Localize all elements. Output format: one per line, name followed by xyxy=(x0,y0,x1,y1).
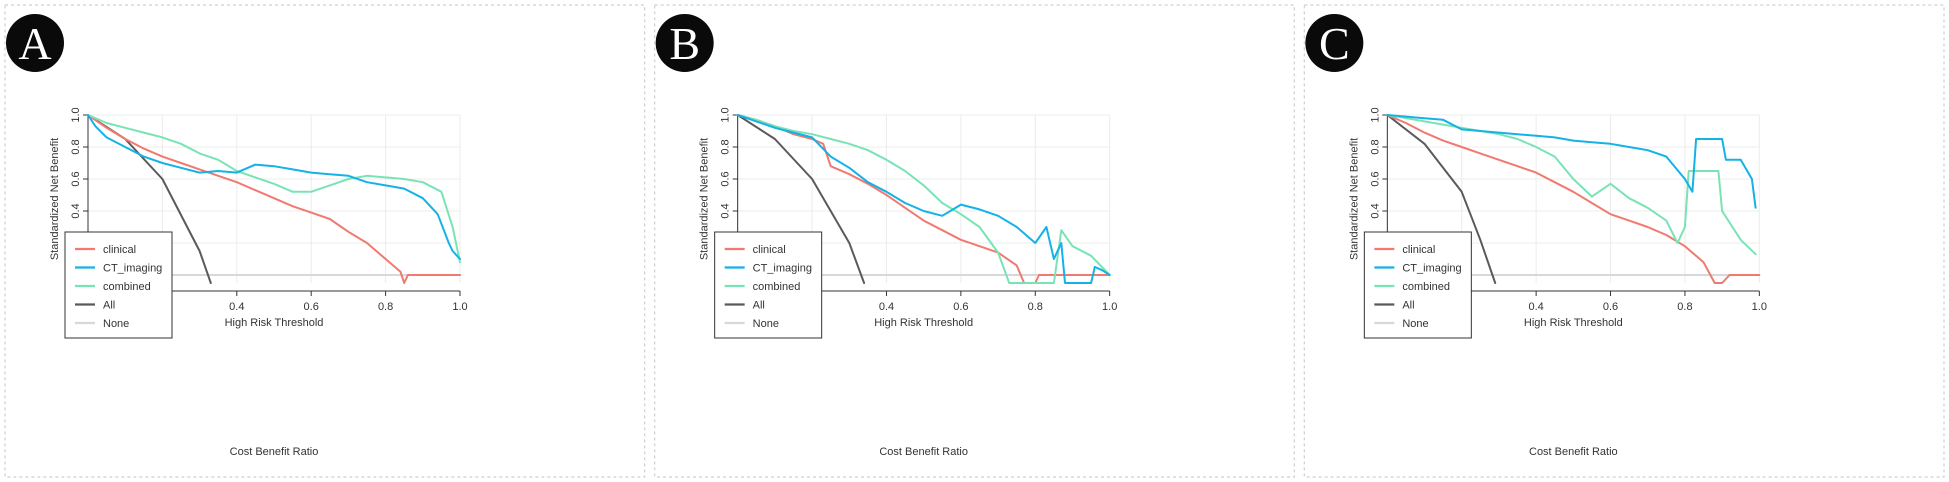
series-line-ct-imaging xyxy=(87,114,461,260)
x-tick-label: 0.4 xyxy=(1528,301,1543,313)
chart-panel-c: C0.00.20.40.60.81.00.00.20.40.60.81.0Hig… xyxy=(1303,4,1945,478)
x-tick-label: 0.8 xyxy=(1028,301,1043,313)
x-tick-label: 0.8 xyxy=(1677,301,1692,313)
x-tick-label: 1.0 xyxy=(1752,301,1767,313)
legend-label: combined xyxy=(1402,281,1450,293)
y-tick-label: 0.4 xyxy=(720,203,732,218)
legend-label: All xyxy=(103,300,115,312)
cost-benefit-axis-title: Cost Benefit Ratio xyxy=(879,446,968,458)
series-line-ct-imaging xyxy=(736,114,1111,284)
y-tick-label: 0.4 xyxy=(1369,203,1381,218)
legend-label: CT_imaging xyxy=(753,263,812,275)
legend-label: clinical xyxy=(103,244,136,256)
y-tick-label: 0.8 xyxy=(1369,139,1381,154)
y-axis-title: Standardized Net Benefit xyxy=(699,138,711,260)
x-tick-label: 0.4 xyxy=(879,301,894,313)
series-line-clinical xyxy=(736,114,1111,284)
y-tick-label: 1.0 xyxy=(720,107,732,122)
y-axis-title: Standardized Net Benefit xyxy=(1348,138,1360,260)
chart-panel-b: B0.00.20.40.60.81.00.00.20.40.60.81.0Hig… xyxy=(654,4,1295,478)
x-tick-label: 0.4 xyxy=(229,301,244,313)
series-line-clinical xyxy=(87,114,461,284)
legend-label: None xyxy=(753,318,779,330)
legend-label: combined xyxy=(753,281,801,293)
y-tick-label: 0.8 xyxy=(720,139,732,154)
y-tick-label: 0.6 xyxy=(70,171,82,186)
series-line-clinical xyxy=(1386,114,1761,284)
legend-label: CT_imaging xyxy=(103,263,162,275)
series-line-ct-imaging xyxy=(1386,114,1757,209)
x-axis-title: High Risk Threshold xyxy=(225,317,324,329)
x-tick-label: 0.6 xyxy=(953,301,968,313)
x-tick-label: 1.0 xyxy=(452,301,467,313)
y-tick-label: 1.0 xyxy=(70,107,82,122)
series-line-all xyxy=(736,114,866,284)
legend-label: clinical xyxy=(1402,244,1435,256)
x-tick-label: 0.6 xyxy=(304,301,319,313)
panel-badge-label: A xyxy=(18,18,51,69)
y-tick-label: 0.6 xyxy=(1369,171,1381,186)
legend-label: All xyxy=(1402,300,1414,312)
x-axis-title: High Risk Threshold xyxy=(1524,317,1623,329)
y-tick-label: 0.6 xyxy=(720,171,732,186)
x-tick-label: 0.8 xyxy=(378,301,393,313)
chart-panel-a: A0.00.20.40.60.81.00.00.20.40.60.81.0Hig… xyxy=(4,4,646,478)
panel-badge-label: B xyxy=(669,18,700,69)
legend-label: None xyxy=(1402,318,1428,330)
x-tick-label: 1.0 xyxy=(1102,301,1117,313)
y-tick-label: 1.0 xyxy=(1369,107,1381,122)
x-tick-label: 0.6 xyxy=(1603,301,1618,313)
series-line-all xyxy=(1386,114,1497,284)
cost-benefit-axis-title: Cost Benefit Ratio xyxy=(1529,446,1618,458)
legend-label: CT_imaging xyxy=(1402,263,1461,275)
legend-label: All xyxy=(753,300,765,312)
legend-label: combined xyxy=(103,281,151,293)
y-axis-title: Standardized Net Benefit xyxy=(49,138,61,260)
panel-badge-label: C xyxy=(1319,18,1350,69)
y-tick-label: 0.4 xyxy=(70,203,82,218)
panel-badge xyxy=(655,14,714,72)
legend-label: None xyxy=(103,318,129,330)
panel-badge xyxy=(6,14,64,72)
panel-badge xyxy=(1305,14,1364,72)
series-line-combined xyxy=(736,114,1111,284)
x-axis-title: High Risk Threshold xyxy=(874,317,973,329)
legend-label: clinical xyxy=(753,244,786,256)
cost-benefit-axis-title: Cost Benefit Ratio xyxy=(230,446,319,458)
y-tick-label: 0.8 xyxy=(70,139,82,154)
series-line-combined xyxy=(87,114,461,264)
